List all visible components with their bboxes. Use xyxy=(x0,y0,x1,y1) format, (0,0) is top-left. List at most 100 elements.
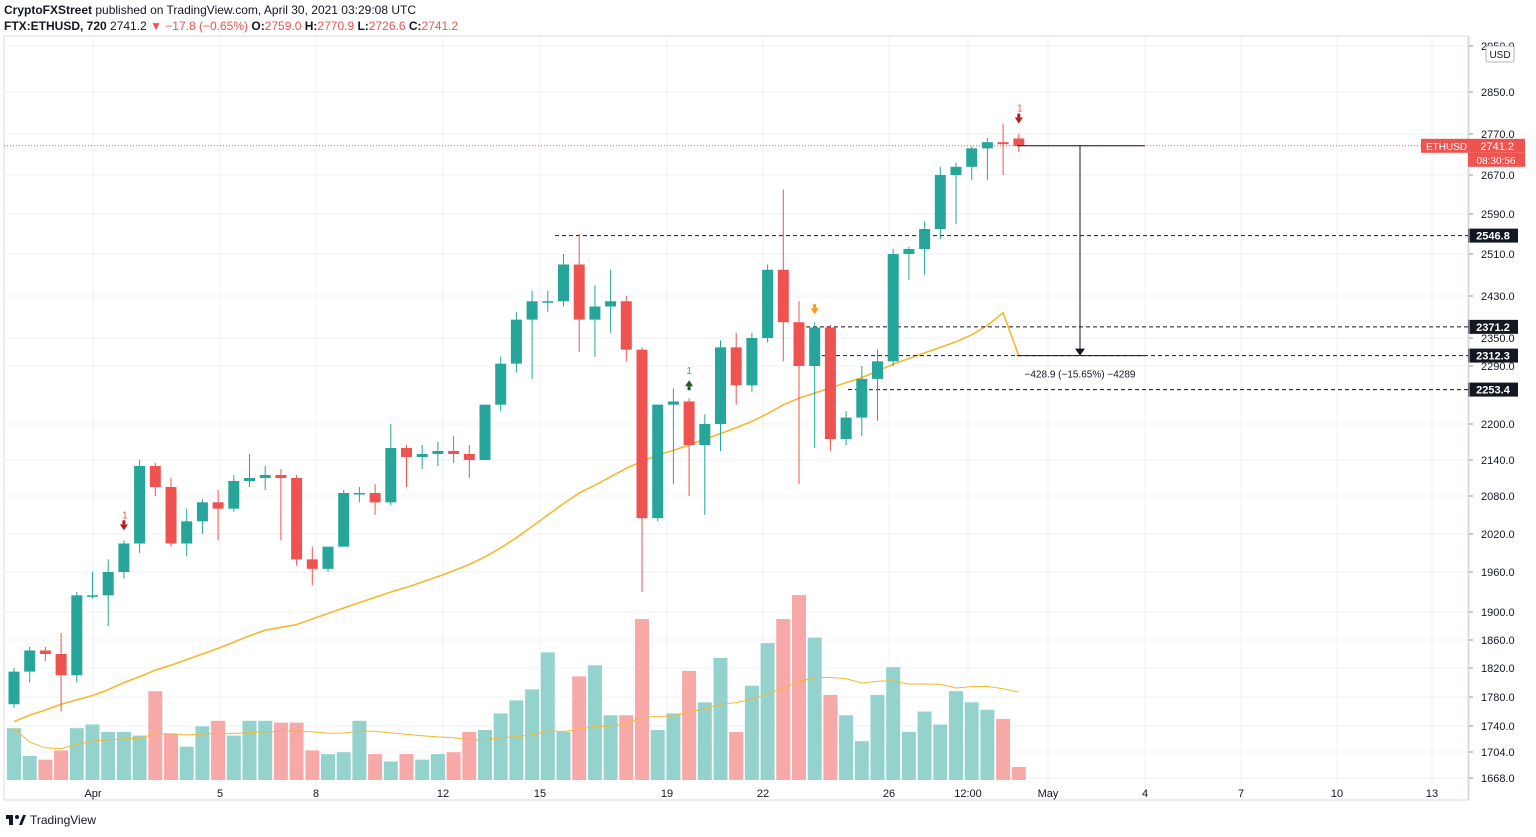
volume-bar xyxy=(446,752,461,780)
candle-body xyxy=(448,451,460,454)
candle xyxy=(510,311,522,373)
candle xyxy=(71,592,83,683)
candle xyxy=(605,269,617,333)
candle xyxy=(353,487,365,503)
candle xyxy=(102,559,114,626)
candle-body xyxy=(291,478,303,560)
candle-body xyxy=(652,404,664,519)
candle-body xyxy=(416,454,428,457)
sell-arrow-icon xyxy=(119,524,128,531)
candle xyxy=(620,296,632,362)
candle-body xyxy=(966,148,978,167)
last-value: 2741.2 xyxy=(110,19,147,33)
x-axis-ticks: Apr 5 8 12 15 19 22 26 12:00 May 4 7 10 13 xyxy=(84,788,1438,800)
candle xyxy=(495,356,507,412)
volume-bar xyxy=(933,724,948,780)
candle-body xyxy=(8,671,20,705)
volume-bar xyxy=(760,643,775,780)
candle-body xyxy=(683,401,695,445)
volume-bar xyxy=(682,670,697,780)
volume-bar xyxy=(556,731,571,780)
volume-bar xyxy=(493,713,508,780)
candle xyxy=(39,647,51,661)
candle-body xyxy=(479,404,491,460)
volume-bar xyxy=(258,720,273,780)
candle xyxy=(667,388,679,484)
volume-bar xyxy=(807,637,822,780)
candle-body xyxy=(919,229,931,249)
volume-bar xyxy=(69,728,84,780)
volume-bar xyxy=(336,752,351,780)
volume-bar xyxy=(666,713,681,780)
candle xyxy=(432,442,444,466)
candle-body xyxy=(589,306,601,320)
candle xyxy=(87,572,98,599)
y-tick-label: 2020.0 xyxy=(1481,529,1515,541)
candle-body xyxy=(573,264,585,320)
open-label: O: xyxy=(251,19,265,33)
y-tick-label: 2850.0 xyxy=(1481,87,1515,99)
candle-body xyxy=(275,475,287,478)
candle-body xyxy=(432,451,444,454)
volume-bar xyxy=(901,731,916,780)
candle xyxy=(526,290,538,379)
publisher-name[interactable]: CryptoFXStreet xyxy=(4,3,93,17)
candle xyxy=(401,445,412,487)
volume-bar xyxy=(226,735,241,780)
candle-body xyxy=(385,448,397,503)
y-tick-label: 2290.0 xyxy=(1481,361,1515,373)
candle-body xyxy=(809,327,821,366)
y-tick-label: 2670.0 xyxy=(1481,170,1515,182)
warning-arrow-icon xyxy=(810,308,819,315)
volume-bar xyxy=(839,715,854,780)
candle xyxy=(196,499,208,534)
candle-body xyxy=(55,654,67,676)
volume-bar xyxy=(603,715,618,780)
candle-body xyxy=(510,319,522,364)
candle xyxy=(636,347,648,592)
last-price-label-bg xyxy=(1421,138,1525,153)
x-tick-label: 26 xyxy=(883,788,895,800)
candle xyxy=(385,424,397,506)
volume-bar xyxy=(996,718,1011,780)
candle-body xyxy=(369,493,381,503)
footer-brand[interactable]: TradingView xyxy=(30,813,97,827)
volume-ma-line xyxy=(13,676,1019,750)
volume-bar xyxy=(321,754,335,780)
candle-body xyxy=(903,249,915,254)
candle-body xyxy=(181,521,193,544)
candle xyxy=(228,475,240,512)
candle-body xyxy=(856,378,868,418)
volume-bar xyxy=(22,755,37,780)
candle-body xyxy=(24,650,36,672)
volume-bar xyxy=(713,657,728,780)
candle xyxy=(24,647,36,683)
currency-badge[interactable] xyxy=(1485,45,1515,63)
signal-label: 1 xyxy=(1017,104,1023,115)
countdown-bg xyxy=(1468,152,1525,167)
volume-bar xyxy=(352,720,367,780)
symbol-label[interactable]: FTX:ETHUSD, 720 xyxy=(4,19,107,33)
candle xyxy=(118,540,130,579)
currency-label[interactable]: USD xyxy=(1489,50,1510,61)
candle xyxy=(479,404,491,460)
sell-arrow-stem xyxy=(1017,113,1021,118)
candle xyxy=(746,332,758,392)
candle-body xyxy=(746,338,758,386)
x-tick-label: 12 xyxy=(437,788,449,800)
x-tick-label: 15 xyxy=(534,788,546,800)
footer: TradingView xyxy=(6,813,96,827)
candle xyxy=(887,249,899,366)
volume-bar xyxy=(383,761,398,780)
volume-bar xyxy=(195,726,210,780)
close-value: 2741.2 xyxy=(421,19,459,33)
candle xyxy=(165,478,177,547)
candle-body xyxy=(526,301,538,320)
volume-bar xyxy=(85,724,100,780)
volume-bars xyxy=(7,595,1026,780)
x-tick-label: 7 xyxy=(1238,788,1244,800)
candle-body xyxy=(353,493,365,495)
candle-body xyxy=(934,175,946,229)
candle-body xyxy=(306,559,318,569)
